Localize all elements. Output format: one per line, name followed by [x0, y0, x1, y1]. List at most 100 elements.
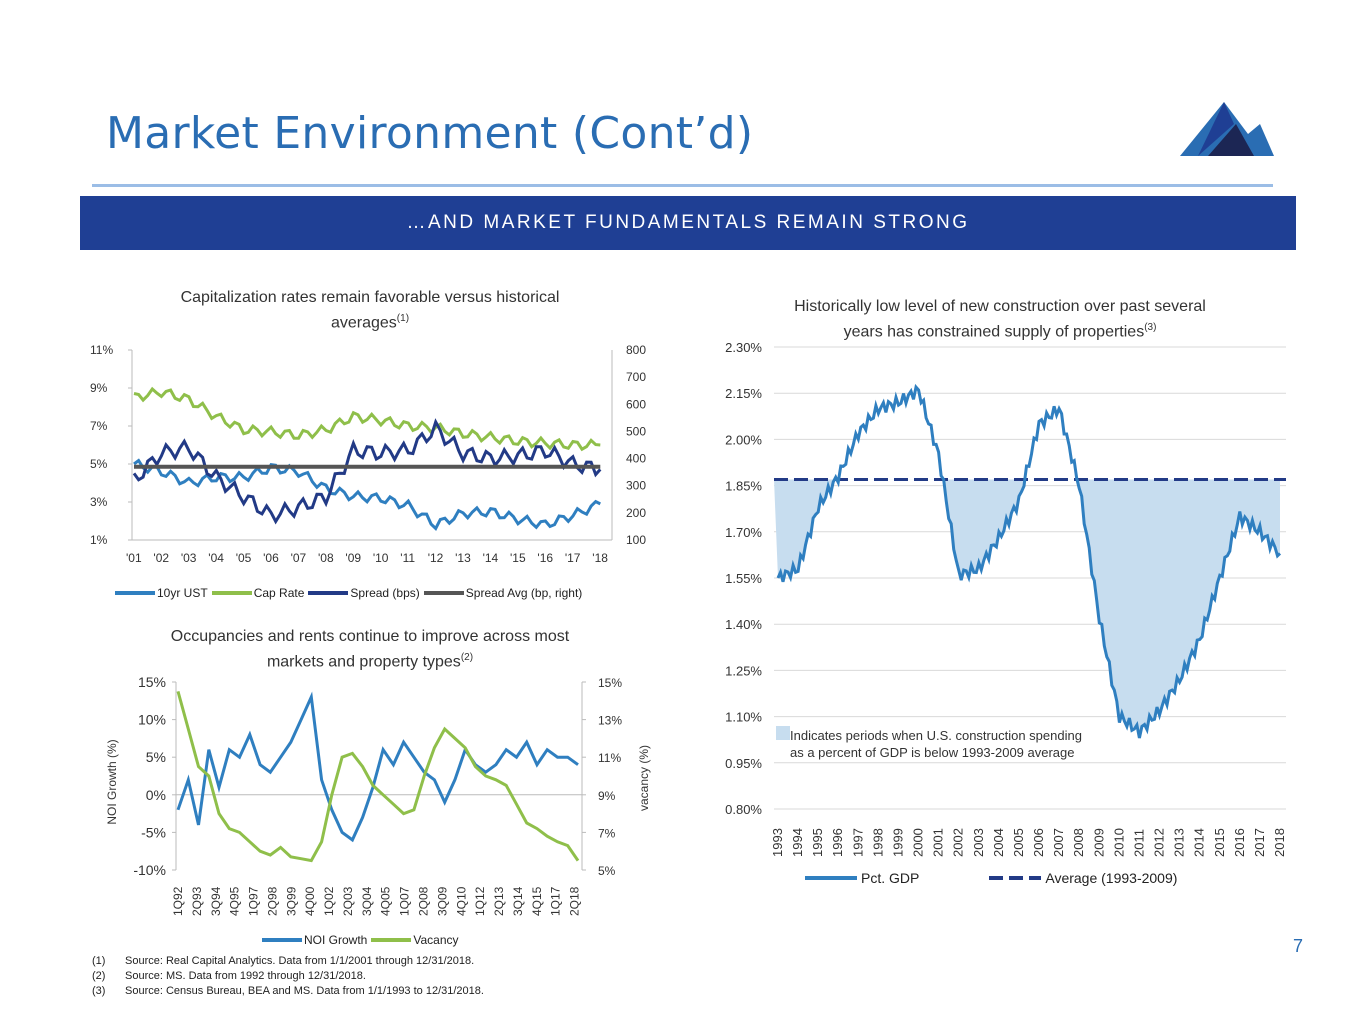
series-noi-growth	[176, 691, 579, 843]
footnote-2-num: (2)	[92, 970, 106, 982]
legend-item-average-1993-2009: Average (1993-2009)	[989, 870, 1177, 886]
chart2-legend: NOI Growth Vacancy	[262, 933, 463, 947]
x-tick-label: 2Q03	[341, 886, 355, 916]
footnote-3-text: Source: Census Bureau, BEA and MS. Data …	[125, 985, 484, 997]
construction-spending-chart: 2.30% 2.15% 2.00% 1.85% 1.70% 1.55% 1.40% 1.25%…	[725, 340, 1287, 857]
y-left-tick-label: 3%	[90, 495, 108, 509]
x-tick-label: 3Q09	[435, 886, 449, 916]
x-tick-label: '07	[291, 551, 307, 565]
series-vacancy	[176, 691, 580, 863]
chart2-title-line1: Occupancies and rents continue to improv…	[170, 628, 570, 645]
x-tick-label: 4Q15	[530, 886, 544, 916]
page-number: 7	[1293, 936, 1304, 956]
legend-swatch	[115, 591, 155, 595]
x-tick-label: '15	[510, 551, 526, 565]
y-left-tick-label: 5%	[90, 457, 108, 471]
y-tick-label: 1.25%	[725, 663, 762, 678]
y-left-tick-label: 1%	[90, 533, 108, 547]
page-title: Market Environment (Cont’d)	[106, 108, 754, 159]
x-tick-label: '17	[565, 551, 581, 565]
y-right-tick-label: 9%	[598, 789, 616, 803]
y-left-tick-label: 7%	[90, 419, 108, 433]
y-right-tick-label: 300	[626, 479, 646, 493]
y-right-tick-label: 7%	[598, 826, 616, 840]
x-tick-label: '03	[181, 551, 197, 565]
x-tick-label: 1995	[810, 828, 825, 857]
y-tick-label: 2.30%	[725, 340, 762, 355]
footnote-2: (2) Source: MS. Data from 1992 through 12…	[92, 970, 366, 982]
x-tick-label: 4Q10	[454, 886, 468, 916]
x-tick-label: 2009	[1091, 828, 1106, 857]
y-left-tick-label: 15%	[138, 674, 166, 690]
y-right-tick-label: 800	[626, 343, 646, 357]
y-right-tick-label: 15%	[598, 676, 622, 690]
series-10yr-ust	[133, 458, 601, 531]
x-tick-label: '01	[126, 551, 142, 565]
x-tick-label: 2013	[1172, 828, 1187, 857]
y-tick-label: 1.55%	[725, 571, 762, 586]
x-tick-label: '04	[208, 551, 224, 565]
mountain-logo-icon	[1180, 102, 1274, 156]
below-average-shading	[774, 479, 1280, 738]
legend-swatch	[211, 591, 252, 595]
chart1-footnote-ref: (1)	[396, 313, 410, 324]
x-tick-label: '12	[428, 551, 444, 565]
footnote-3-num: (3)	[92, 985, 106, 997]
x-tick-label: 1997	[850, 828, 865, 857]
y-right-tick-label: 13%	[598, 714, 622, 728]
x-tick-label: 1Q97	[247, 886, 261, 916]
chart1-title-line2: averages	[330, 314, 397, 332]
x-tick-label: 1Q17	[549, 886, 563, 916]
x-tick-label: 1Q12	[473, 886, 487, 916]
noi-vacancy-chart: 15% 10% 5% 0% -5% -10% 15% 13% 11% 9% 7% 5% NOI Grow…	[105, 674, 651, 916]
x-tick-label: '08	[318, 551, 334, 565]
x-tick-label: '05	[236, 551, 252, 565]
y-right-axis-label: vacancy (%)	[637, 745, 651, 811]
x-tick-label: 2Q13	[492, 886, 506, 916]
legend-swatch	[371, 938, 412, 942]
x-tick-label: 1996	[830, 828, 845, 857]
y-right-tick-label: 200	[626, 506, 646, 520]
x-tick-label: 4Q05	[379, 886, 393, 916]
legend-label: Vacancy	[413, 933, 459, 947]
x-tick-label: 2010	[1111, 828, 1126, 857]
footnote-2-text: Source: MS. Data from 1992 through 12/31…	[125, 970, 366, 982]
x-tick-label: 2015	[1212, 828, 1227, 857]
x-tick-label: 2006	[1031, 828, 1046, 857]
x-tick-label: 2012	[1152, 828, 1167, 857]
x-tick-label: 3Q04	[360, 886, 374, 916]
chart3-title: Historically low level of new constructi…	[740, 296, 1260, 342]
x-tick-label: 1998	[870, 828, 885, 857]
x-tick-label: 1Q02	[322, 886, 336, 916]
legend-swatch	[308, 591, 349, 595]
x-tick-label: 2Q93	[190, 886, 204, 916]
x-tick-label: 2018	[1272, 828, 1287, 857]
series-pct-gdp	[776, 383, 1282, 739]
header-divider	[92, 184, 1273, 187]
chart2-title: Occupancies and rents continue to improv…	[120, 626, 620, 672]
y-left-tick-label: 11%	[90, 343, 113, 357]
x-tick-label: 1994	[790, 828, 805, 857]
y-left-tick-label: 10%	[138, 712, 166, 728]
chart3-title-line2: years has constrained supply of properti…	[843, 323, 1145, 341]
x-tick-label: 3Q94	[209, 886, 223, 916]
chart1-legend: 10yr UST Cap Rate Spread (bps) Spread Avg (…	[115, 586, 586, 600]
footnote-1-num: (1)	[92, 955, 106, 967]
legend-label: Cap Rate	[253, 586, 305, 600]
x-tick-label: 2Q08	[416, 886, 430, 916]
x-tick-label: 2Q98	[265, 886, 279, 916]
y-right-tick-label: 5%	[598, 864, 616, 878]
x-tick-label: 1993	[770, 828, 785, 857]
chart1-title-line1: Capitalization rates remain favorable ve…	[180, 289, 560, 306]
x-tick-label: '09	[345, 551, 361, 565]
legend-label: NOI Growth	[304, 933, 368, 947]
legend-item-cap-rate: Cap Rate	[211, 586, 305, 600]
y-right-tick-label: 11%	[598, 751, 621, 765]
x-tick-label: 1999	[890, 828, 905, 857]
series-spread-bps	[132, 418, 602, 525]
x-tick-label: '06	[263, 551, 279, 565]
x-tick-label: 2011	[1131, 829, 1146, 857]
annotation-line1: Indicates periods when U.S. construction…	[790, 728, 1082, 743]
x-tick-label: 2016	[1232, 828, 1247, 857]
legend-item-10yr-ust: 10yr UST	[115, 586, 208, 600]
